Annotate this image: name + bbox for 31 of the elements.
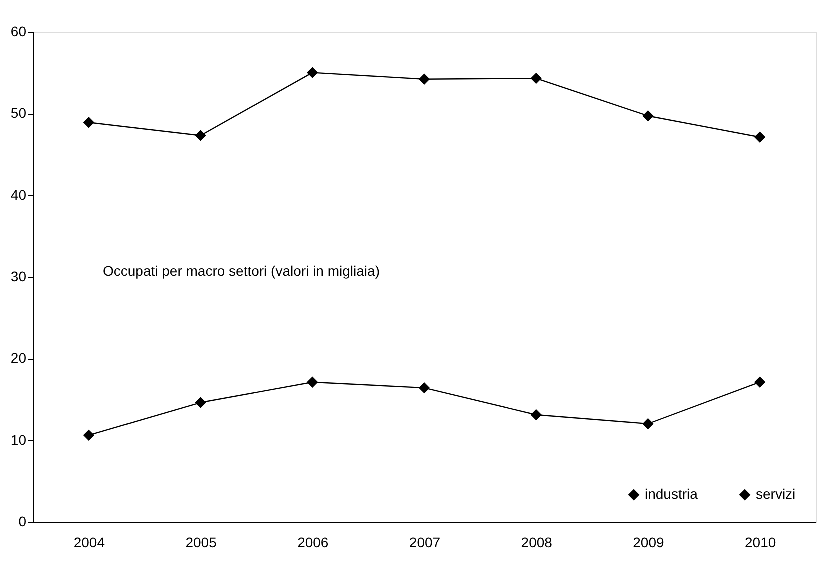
y-tick-label: 20 [10,350,27,366]
point [531,410,542,420]
point [195,397,206,408]
point [84,117,94,128]
x-tick-label: 2006 [298,534,329,550]
x-tick-label: 2008 [521,534,553,550]
x-tick-label: 2004 [74,534,106,550]
legend-label: servizi [756,486,796,502]
point [642,418,654,430]
point [307,377,318,388]
x-tick-label: 2010 [744,534,776,550]
point [307,67,318,78]
point [419,74,430,85]
y-tick-label: 40 [10,186,27,203]
point [84,430,94,441]
point [642,110,654,122]
y-tick-label: 50 [10,105,27,122]
point [754,377,766,388]
text: Occupati per macro settori (valori in migliaia) [103,263,380,279]
x-tick-label: 2005 [186,534,218,550]
y-tick-label: 10 [10,432,27,448]
x-tick-label: 2007 [409,534,441,550]
point [531,73,542,84]
y-tick-label: 30 [10,268,27,284]
y-tick-label: 0 [18,514,27,530]
point [195,130,206,142]
x-tick-label: 2009 [633,534,664,550]
point [754,132,766,143]
legend-label: industria [645,486,698,502]
y-tick-label: 60 [10,24,27,40]
point [419,382,430,394]
